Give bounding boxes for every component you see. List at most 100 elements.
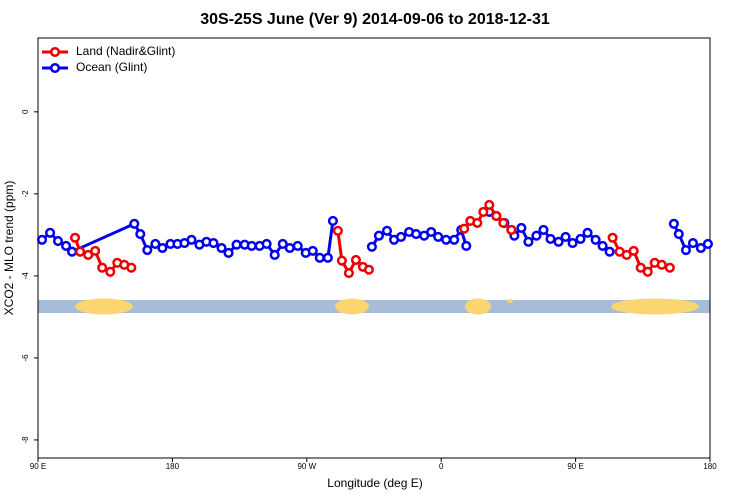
data-point [459,223,470,234]
data-point [90,245,101,256]
data-point [261,238,272,249]
legend-marker [49,46,61,58]
data-point [246,240,257,251]
data-point [135,229,146,240]
data-point [642,266,653,277]
x-tick-label: 90 E [567,462,583,471]
data-point [523,236,534,247]
x-tick-label: 90 W [297,462,316,471]
data-point [322,252,333,263]
data-point [150,238,161,249]
data-point [307,245,318,256]
data-point [567,238,578,249]
data-point [506,224,517,236]
data-point [292,240,303,251]
data-point [231,239,242,250]
land-patch [465,298,491,315]
data-point [216,242,227,254]
data-point [363,264,374,275]
x-tick-label: 180 [703,462,717,471]
data-point [597,240,608,251]
data-point [607,232,618,243]
data-point [582,227,593,238]
data-point [45,227,56,238]
data-point [97,262,108,273]
legend-label: Ocean (Glint) [76,60,147,74]
ocean-strip [38,300,710,313]
data-point [36,234,48,245]
data-point [83,249,94,261]
data-point [373,230,384,241]
data-point [702,238,713,249]
data-point [69,232,81,243]
data-point [635,262,646,273]
data-point [590,234,601,245]
data-point [426,226,437,238]
data-point [314,252,325,263]
land-ocean-strip [38,298,710,315]
y-tick-label: -2 [21,190,30,198]
land-patch [335,298,369,315]
data-point [129,218,140,229]
y-axis-label: XCO2 - MLO trend (ppm) [2,181,16,316]
land-patch [611,298,699,315]
data-point [186,234,197,245]
data-point [575,233,586,245]
data-point [332,225,343,236]
y-tick-label: -4 [21,272,30,280]
data-point [498,217,509,229]
legend-label: Land (Nadir&Glint) [76,44,175,58]
data-point [538,224,549,236]
data-point [223,247,234,258]
data-point [472,217,483,229]
data-point [269,249,280,261]
x-tick-label: 0 [439,462,444,471]
land-patch [75,298,133,315]
data-point [61,240,72,251]
data-point [668,218,679,229]
data-point [284,242,295,254]
x-tick-label: 180 [166,462,180,471]
data-point [327,215,338,226]
y-tick-label: -6 [21,354,30,362]
data-point [687,238,699,249]
data-point [433,231,444,242]
data-point [336,255,347,266]
data-point [449,234,460,245]
data-point [366,241,377,252]
data-point [531,230,542,241]
chart-title: 30S-25S June (Ver 9) 2014-09-06 to 2018-… [200,11,550,28]
data-point [381,225,393,236]
data-point [553,236,564,247]
data-point [395,231,407,242]
data-point [621,249,632,261]
data-point [664,262,675,273]
data-point [680,245,692,256]
data-point [478,206,489,217]
data-point [343,267,354,279]
legend-marker [49,62,61,74]
data-point [208,238,219,249]
y-tick-label: -8 [21,436,30,444]
x-tick-label: 90 E [30,462,46,471]
data-point [105,266,116,277]
data-point [545,233,556,245]
data-point [52,235,64,247]
data-point [461,240,472,251]
data-point [560,231,571,242]
data-point [142,245,153,256]
land-patch [507,299,513,303]
data-point [491,210,502,222]
data-point [126,262,137,273]
data-point [411,229,422,240]
data-point [75,246,86,257]
data-point [441,234,452,245]
data-point [66,246,78,257]
data-point [277,238,288,249]
data-point [604,246,615,257]
data-point [350,254,361,265]
data-point [673,229,684,240]
data-point [516,222,527,233]
y-tick-label: 0 [21,109,30,114]
